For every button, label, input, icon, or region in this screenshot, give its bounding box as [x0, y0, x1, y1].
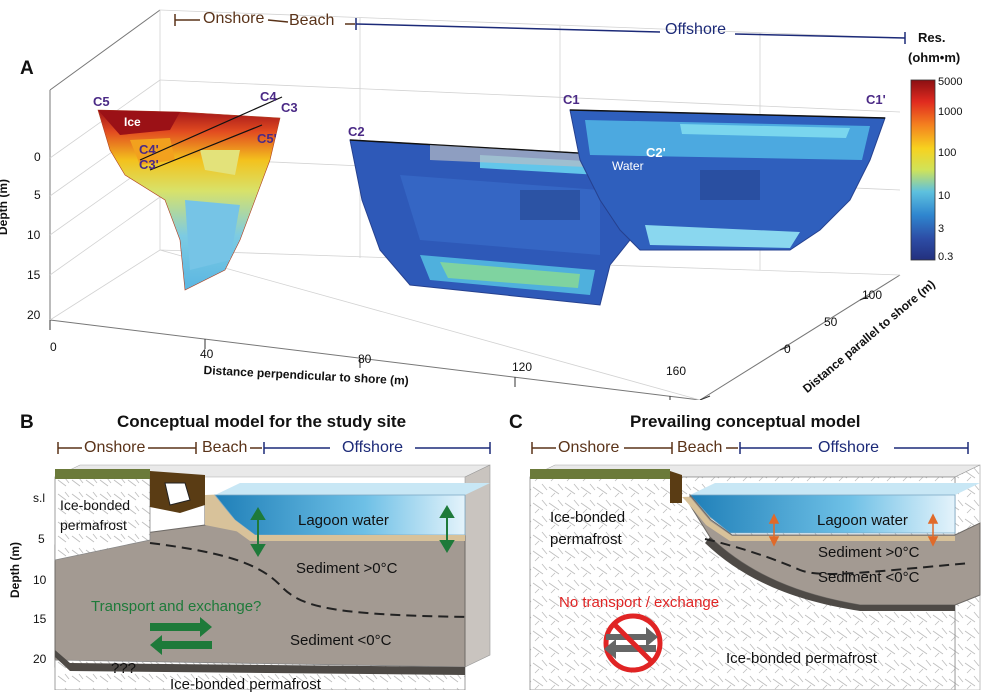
zone-bar-b	[57, 442, 491, 454]
x-tick-40-a: 40	[200, 347, 214, 361]
zone-bar-a	[174, 14, 906, 44]
section-label-c4p: C4'	[139, 142, 159, 157]
warm-sediment-label-b: Sediment >0°C	[296, 560, 398, 577]
colorbar-tick-5000: 5000	[938, 76, 963, 88]
section-label-c2p: C2'	[646, 145, 666, 160]
zone-beach-a: Beach	[289, 12, 335, 29]
depth-tick-5-b: 5	[38, 532, 45, 546]
no-transport-label-c: No transport / exchange	[559, 594, 720, 611]
colorbar-tick-10: 10	[938, 190, 951, 202]
colorbar-title-2: (ohm•m)	[908, 50, 961, 65]
3d-axes-frame	[49, 9, 901, 400]
permafrost-bottom-label-b: Ice-bonded permafrost	[170, 676, 321, 693]
section-label-c1: C1	[563, 92, 580, 107]
section-label-c3: C3	[281, 100, 298, 115]
colorbar-tick-0.3: 0.3	[938, 251, 954, 263]
x-tick-80-a: 80	[358, 352, 372, 366]
section-c2	[349, 139, 666, 306]
panel-c-title: Prevailing conceptual model	[630, 412, 861, 431]
zone-offshore-c: Offshore	[818, 439, 880, 456]
cold-sediment-label-b: Sediment <0°C	[290, 632, 392, 649]
transport-arrows-b	[150, 617, 212, 655]
permafrost-bottom-label-c: Ice-bonded permafrost	[726, 650, 877, 667]
x-tick-120-a: 120	[512, 360, 533, 374]
depth-axis-title-a: Depth (m)	[0, 179, 10, 235]
zone-beach-c: Beach	[677, 439, 723, 456]
section-label-c1p: C1'	[866, 92, 886, 107]
depth-tick-20-a: 20	[27, 308, 41, 322]
panel-c-letter: C	[509, 412, 523, 433]
cold-sediment-label-c: Sediment <0°C	[818, 569, 920, 586]
zone-onshore-c: Onshore	[558, 439, 620, 456]
colorbar-tick-1000: 1000	[938, 106, 963, 118]
depth-tick-10-a: 10	[27, 228, 41, 242]
y-tick-50-a: 50	[824, 315, 838, 329]
panel-b-figure	[54, 442, 491, 690]
panel-b-title: Conceptual model for the study site	[117, 412, 407, 431]
panel-c-figure	[529, 442, 981, 690]
exchange-arrows-c	[768, 513, 939, 547]
section-c1	[569, 109, 886, 251]
section-label-c3p: C3'	[139, 157, 159, 172]
axis-ticks-a	[49, 295, 871, 400]
water-label: Water	[612, 159, 644, 173]
section-label-c4: C4	[260, 89, 277, 104]
unknown-label-b: ???	[111, 660, 137, 677]
section-onshore	[97, 96, 283, 291]
panel-a-letter: A	[20, 58, 34, 79]
lagoon-water-b	[215, 483, 490, 495]
permafrost-top-label-b: Ice-bonded permafrost	[60, 497, 131, 533]
colorbar-title-1: Res.	[918, 30, 946, 45]
depth-tick-sl-b: s.l	[33, 491, 45, 505]
section-label-c5: C5	[93, 94, 110, 109]
lagoon-label-b: Lagoon water	[298, 512, 389, 529]
depth-axis-title-b: Depth (m)	[8, 542, 22, 598]
panel-b-letter: B	[20, 412, 34, 433]
depth-tick-15-a: 15	[27, 268, 41, 282]
section-label-c2: C2	[348, 124, 365, 139]
exchange-arrows-b	[250, 505, 455, 557]
depth-tick-20-b: 20	[33, 652, 47, 666]
thaw-boundary-c	[704, 538, 971, 575]
thaw-boundary-b	[149, 542, 471, 618]
colorbar-tick-3: 3	[938, 223, 945, 235]
transport-label-b: Transport and exchange?	[91, 598, 262, 615]
zone-beach-b: Beach	[202, 439, 248, 456]
warm-sediment-label-c: Sediment >0°C	[818, 544, 920, 561]
colorbar-tick-100: 100	[938, 147, 957, 159]
depth-tick-0-a: 0	[34, 150, 41, 164]
depth-tick-15-b: 15	[33, 612, 47, 626]
ice-label: Ice	[124, 115, 141, 129]
no-transport-icon	[603, 613, 663, 673]
zone-offshore-b: Offshore	[342, 439, 404, 456]
zone-bar-c	[531, 442, 969, 454]
y-tick-0-a: 0	[784, 342, 791, 356]
sediment-c	[689, 493, 981, 606]
zone-onshore-a: Onshore	[203, 10, 265, 27]
depth-tick-10-b: 10	[33, 573, 47, 587]
lagoon-water-c	[689, 494, 956, 534]
lagoon-label-c: Lagoon water	[817, 512, 908, 529]
colorbar	[910, 79, 936, 261]
permafrost-top-label-c: Ice-bonded permafrost	[550, 509, 626, 548]
section-label-c5p: C5'	[257, 131, 277, 146]
x-tick-0-a: 0	[50, 340, 57, 354]
zone-onshore-b: Onshore	[84, 439, 146, 456]
panel-a-figure	[49, 9, 936, 400]
y-tick-100-a: 100	[862, 288, 883, 302]
depth-tick-5-a: 5	[34, 188, 41, 202]
zone-offshore-a: Offshore	[665, 21, 727, 38]
x-tick-160-a: 160	[666, 364, 687, 378]
